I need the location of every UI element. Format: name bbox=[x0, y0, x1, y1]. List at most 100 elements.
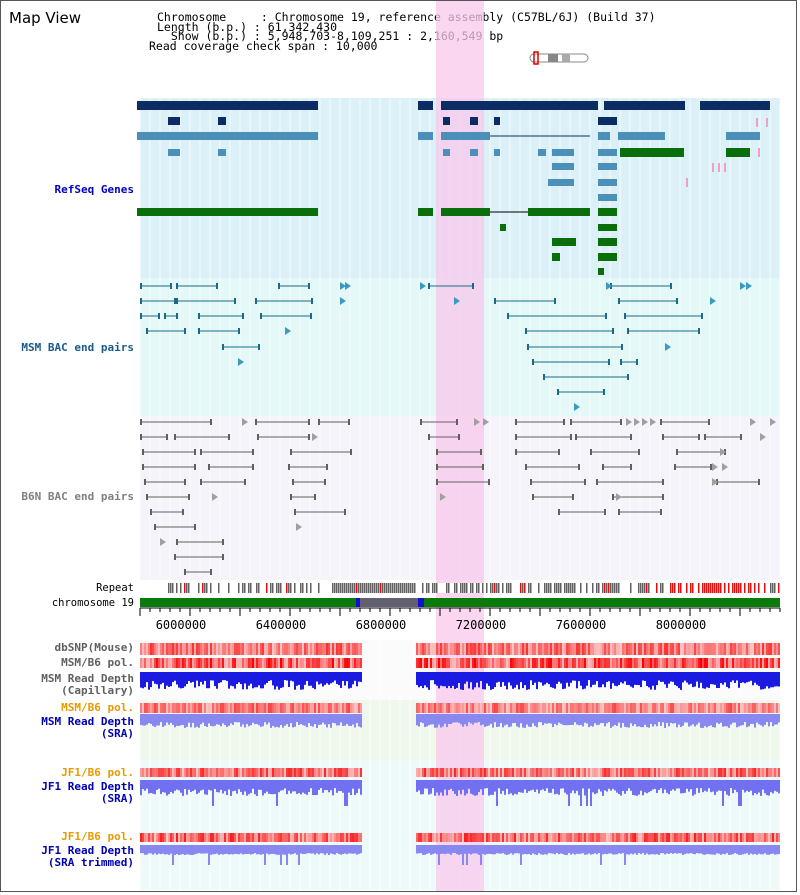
heat-cell bbox=[480, 658, 482, 668]
depth-bar bbox=[752, 714, 754, 724]
heat-cell bbox=[462, 658, 464, 668]
bac-arrow bbox=[665, 343, 671, 351]
heat-cell bbox=[422, 768, 424, 777]
heat-cell bbox=[156, 768, 158, 777]
depth-bar bbox=[534, 672, 536, 683]
heat-cell bbox=[668, 768, 670, 777]
depth-bar bbox=[298, 714, 300, 726]
heat-cell bbox=[234, 658, 236, 668]
depth-bar bbox=[676, 845, 678, 854]
depth-bar bbox=[210, 780, 212, 791]
depth-bar bbox=[570, 672, 572, 683]
depth-bar bbox=[196, 714, 198, 727]
heat-cell bbox=[426, 703, 428, 713]
depth-bar bbox=[358, 672, 360, 682]
bac-end-marker bbox=[704, 434, 706, 440]
depth-bar bbox=[320, 845, 322, 854]
depth-bar bbox=[340, 845, 342, 855]
depth-bar bbox=[498, 780, 500, 789]
depth-bar bbox=[774, 780, 776, 791]
depth-bar bbox=[702, 672, 704, 689]
heat-cell bbox=[446, 658, 448, 668]
heat-cell bbox=[296, 703, 298, 713]
depth-bar bbox=[484, 714, 486, 727]
depth-bar bbox=[602, 672, 604, 685]
depth-bar bbox=[748, 672, 750, 682]
heat-cell bbox=[558, 658, 560, 668]
heat-cell bbox=[428, 658, 430, 668]
depth-bar bbox=[556, 672, 558, 684]
heat-cell bbox=[184, 658, 186, 668]
repeat-feature bbox=[494, 583, 496, 593]
heat-cell bbox=[312, 703, 314, 713]
depth-bar bbox=[240, 845, 242, 854]
heat-cell bbox=[274, 643, 276, 655]
heat-cell bbox=[226, 643, 228, 655]
heat-cell bbox=[650, 833, 652, 842]
heat-cell bbox=[660, 703, 662, 713]
heat-cell bbox=[192, 703, 194, 713]
depth-bar bbox=[678, 780, 680, 789]
depth-bar bbox=[680, 714, 682, 728]
heat-cell bbox=[232, 643, 234, 655]
heat-cell bbox=[554, 658, 556, 668]
heat-cell bbox=[596, 658, 598, 668]
gene-feature bbox=[598, 149, 617, 156]
depth-bar bbox=[630, 780, 632, 791]
heat-cell bbox=[508, 643, 510, 655]
depth-bar bbox=[692, 780, 694, 796]
heat-cell bbox=[442, 833, 444, 842]
heat-cell bbox=[464, 768, 466, 777]
depth-bar bbox=[142, 845, 144, 854]
heat-cell bbox=[280, 833, 282, 842]
heat-cell bbox=[248, 768, 250, 777]
heat-cell bbox=[538, 768, 540, 777]
heat-cell bbox=[652, 658, 654, 668]
heat-cell bbox=[690, 768, 692, 777]
heat-cell bbox=[312, 658, 314, 668]
heat-cell bbox=[312, 833, 314, 842]
depth-bar bbox=[324, 845, 326, 855]
depth-bar bbox=[312, 845, 314, 854]
heat-cell bbox=[714, 658, 716, 668]
heat-cell bbox=[612, 658, 614, 668]
depth-bar bbox=[260, 714, 262, 727]
heat-cell bbox=[202, 768, 204, 777]
depth-bar bbox=[568, 672, 570, 687]
heat-cell bbox=[754, 643, 756, 655]
depth-bar bbox=[708, 845, 710, 855]
heat-cell bbox=[328, 703, 330, 713]
depth-bar bbox=[754, 672, 756, 683]
depth-bar bbox=[342, 845, 344, 855]
heat-cell bbox=[294, 768, 296, 777]
repeat-feature bbox=[692, 583, 694, 593]
heat-cell bbox=[560, 703, 562, 713]
chromosome-ideogram[interactable] bbox=[528, 50, 592, 66]
depth-bar bbox=[540, 672, 542, 683]
heat-cell bbox=[314, 643, 316, 655]
heat-cell bbox=[210, 703, 212, 713]
heat-cell bbox=[738, 658, 740, 668]
heat-cell bbox=[626, 703, 628, 713]
heat-cell bbox=[490, 658, 492, 668]
repeat-feature bbox=[380, 583, 382, 593]
depth-bar bbox=[730, 780, 732, 789]
depth-bar bbox=[234, 780, 236, 791]
depth-bar bbox=[718, 714, 720, 724]
heat-cell bbox=[270, 703, 272, 713]
depth-bar bbox=[296, 672, 298, 686]
depth-bar bbox=[248, 672, 250, 686]
heat-cell bbox=[210, 768, 212, 777]
depth-bar bbox=[648, 672, 650, 688]
heat-cell bbox=[706, 768, 708, 777]
heat-cell bbox=[534, 833, 536, 842]
depth-bar bbox=[754, 845, 756, 854]
depth-bar bbox=[654, 845, 656, 855]
heat-cell bbox=[500, 833, 502, 842]
depth-bar bbox=[464, 780, 466, 796]
depth-bar bbox=[276, 672, 278, 687]
depth-bar bbox=[232, 780, 234, 792]
heat-cell bbox=[240, 833, 242, 842]
bac-arrow bbox=[483, 418, 489, 426]
